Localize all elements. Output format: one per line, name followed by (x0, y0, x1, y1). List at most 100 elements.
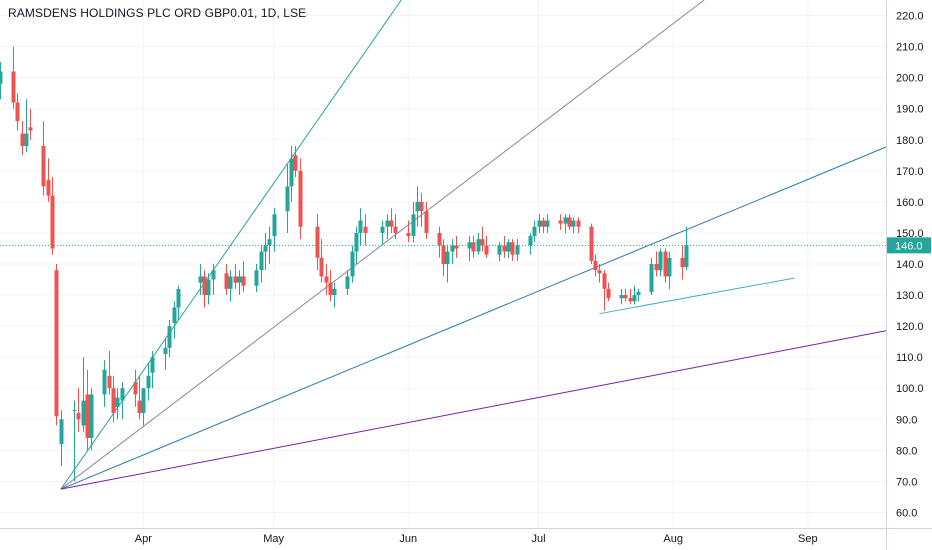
candle (680, 245, 685, 280)
candle (167, 319, 172, 358)
candle-body (0, 71, 3, 84)
x-tick-label: Apr (135, 533, 152, 545)
candle (649, 257, 654, 296)
candle-body (259, 251, 264, 271)
candle-body (254, 270, 259, 286)
candle (632, 285, 637, 305)
candle-body (133, 382, 138, 395)
candle (684, 226, 689, 271)
candle-body (358, 220, 363, 233)
y-tick-label: 80.0 (896, 445, 917, 457)
candle-body (385, 220, 390, 227)
candle (319, 239, 324, 283)
candle-body (111, 388, 116, 414)
candle (237, 270, 242, 296)
candle-body (176, 288, 181, 308)
candle (393, 214, 398, 240)
chart-grid (0, 0, 886, 528)
candle (558, 214, 563, 230)
candle-body (354, 232, 359, 252)
candle (537, 214, 542, 233)
candle-body (163, 347, 168, 355)
candle-body (623, 295, 628, 299)
x-tick-label: May (263, 533, 284, 545)
candle-body (141, 388, 146, 414)
candle (450, 239, 455, 264)
y-tick-label: 140.0 (896, 259, 924, 271)
candle (593, 254, 598, 277)
candle (406, 220, 411, 243)
candle-body (576, 220, 581, 227)
candle-body (345, 276, 350, 289)
candle-body (50, 195, 55, 249)
candle-body (198, 276, 203, 283)
candle (298, 158, 303, 240)
candlestick-series (0, 46, 689, 482)
candle-body (649, 264, 654, 292)
candle-body (350, 251, 355, 277)
candle (50, 177, 55, 255)
y-tick-label: 220.0 (896, 11, 924, 23)
candle-body (115, 397, 120, 407)
candle-body (454, 245, 459, 249)
price-axis[interactable]: 60.0 70.0 80.0 90.0 100.0 110.0 120.0 130.0 140.… (886, 0, 924, 550)
candle-body (437, 232, 442, 246)
candle (15, 93, 20, 131)
y-tick-label: 60.0 (896, 507, 917, 519)
candle-body (332, 288, 337, 296)
candle-body (11, 71, 16, 103)
trend-line-4[interactable] (60, 330, 887, 490)
candle (454, 236, 459, 258)
candle (345, 270, 350, 296)
candle-body (415, 201, 420, 212)
candle (502, 236, 507, 258)
candle-body (628, 298, 633, 302)
y-tick-label: 200.0 (896, 73, 924, 85)
candle (510, 239, 515, 261)
candle (81, 357, 86, 432)
candle-body (558, 220, 563, 224)
candle-body (46, 180, 51, 196)
candle (293, 145, 298, 178)
candle (241, 260, 246, 292)
candle-body (293, 155, 298, 171)
candle-body (528, 236, 533, 246)
candle-body (41, 145, 46, 187)
candle (46, 158, 51, 202)
trend-line-3[interactable] (60, 146, 887, 490)
candle-body (684, 245, 689, 268)
candle-body (680, 257, 685, 268)
candle (289, 145, 294, 202)
candle (133, 369, 138, 407)
candle-body (450, 245, 455, 252)
candle (172, 301, 177, 339)
candle (211, 264, 216, 296)
candle (441, 239, 446, 277)
candle (328, 270, 333, 302)
candle (445, 245, 450, 283)
candle (146, 363, 151, 401)
y-tick-label: 170.0 (896, 166, 924, 178)
candle (658, 248, 663, 277)
y-tick-label: 210.0 (896, 42, 924, 54)
y-tick-label: 130.0 (896, 290, 924, 302)
candle-body (467, 242, 472, 249)
candle-body (211, 270, 216, 280)
candle (59, 409, 64, 466)
candle (224, 264, 229, 296)
candle (636, 288, 641, 302)
trend-line-5[interactable] (599, 277, 795, 315)
time-axis[interactable]: Apr May Jun Jul Aug Sep (0, 528, 932, 546)
candle (515, 239, 520, 261)
candle (528, 232, 533, 255)
candle (597, 264, 602, 283)
x-tick-label: Aug (663, 533, 683, 545)
candle-body (24, 133, 29, 146)
trend-line-1[interactable] (60, 0, 402, 490)
candle (102, 360, 107, 407)
candle (437, 226, 442, 258)
candle (567, 214, 572, 230)
candle-body (480, 239, 485, 246)
candle-body (206, 279, 211, 296)
